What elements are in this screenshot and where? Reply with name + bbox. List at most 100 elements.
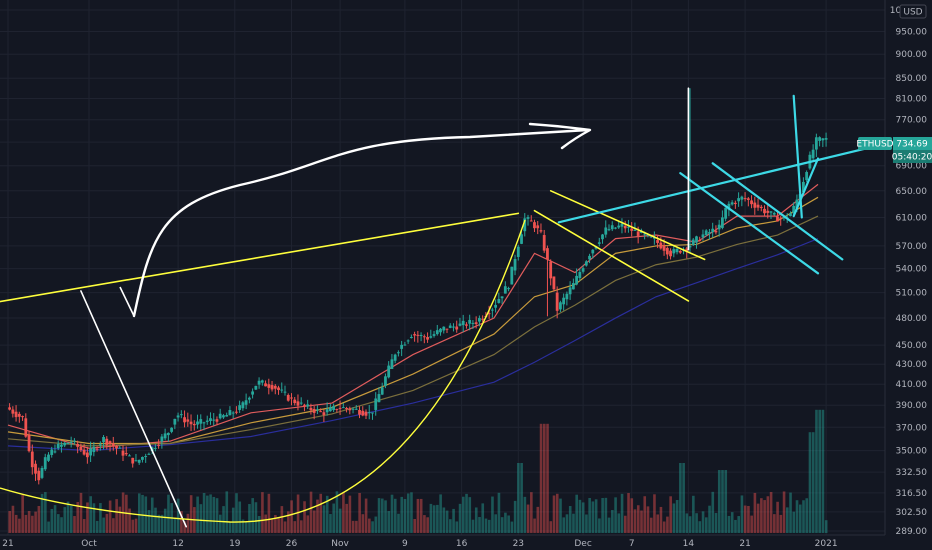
- trend-line: [679, 172, 820, 275]
- volume-bar: [309, 491, 313, 533]
- volume-bar: [740, 495, 744, 533]
- volume-bar: [325, 495, 329, 533]
- volume-bar: [219, 514, 222, 533]
- volume-bar: [591, 501, 595, 533]
- volume-bar: [99, 503, 102, 533]
- candle-body: [461, 320, 465, 326]
- candle-body: [759, 206, 763, 208]
- price-tick-label: 390.00: [896, 401, 928, 411]
- time-axis[interactable]: 21 Oct 12 19 26 Nov 9 16 23 Dec 7 14 21 2021: [0, 534, 885, 550]
- volume-bar: [228, 521, 232, 533]
- grid-lines: [0, 0, 885, 535]
- volume-bar: [455, 521, 459, 533]
- volume-bar: [24, 514, 28, 533]
- time-tick-label: Oct: [81, 539, 97, 549]
- volume-bar: [44, 492, 47, 533]
- candle-body: [309, 407, 313, 411]
- candle-body: [743, 198, 747, 200]
- volume-bar: [47, 521, 50, 533]
- volume-bar: [782, 491, 786, 533]
- candle-body: [620, 223, 624, 227]
- volume-bar: [692, 495, 695, 533]
- volume-bar: [656, 514, 659, 533]
- candle-body: [196, 421, 199, 425]
- volume-bar: [585, 514, 588, 533]
- volume-bar: [760, 498, 763, 533]
- volume-bar: [730, 512, 734, 533]
- volume-bar: [63, 507, 67, 533]
- white-arrow-head: [528, 122, 592, 150]
- volume-bar: [40, 493, 44, 533]
- candle-body: [500, 296, 504, 299]
- volume-bar: [763, 500, 766, 533]
- candle-body: [630, 228, 634, 231]
- volume-bar: [588, 497, 591, 533]
- candle-body: [76, 443, 80, 447]
- candle-body: [40, 467, 44, 478]
- volume-bar: [598, 518, 601, 533]
- volume-bar: [377, 498, 381, 533]
- volume-bar: [108, 500, 112, 533]
- currency-box[interactable]: [899, 4, 927, 19]
- currency-selector[interactable]: USD: [899, 4, 927, 19]
- volume-bar: [419, 498, 423, 533]
- volume-bar: [669, 496, 672, 533]
- volume-bar: [66, 501, 70, 533]
- volume-bar: [607, 517, 611, 533]
- volume-bar: [549, 521, 553, 533]
- price-tick-label: 610.00: [896, 213, 928, 223]
- candle-body: [11, 409, 15, 414]
- volume-bar: [60, 517, 63, 533]
- volume-bar: [449, 519, 452, 533]
- volume-bar: [517, 463, 520, 533]
- candle-body: [432, 334, 436, 336]
- candle-body: [21, 416, 24, 418]
- candle-body: [176, 415, 180, 418]
- candle-body: [733, 202, 737, 204]
- volume-bar: [526, 504, 530, 533]
- candle-body: [429, 336, 433, 338]
- volume-bar: [358, 492, 361, 533]
- volume-bar: [86, 502, 89, 533]
- price-tick-label: 540.00: [896, 265, 928, 275]
- volume-bar: [675, 499, 679, 533]
- volume-bar: [34, 511, 37, 533]
- volume-bar: [53, 505, 57, 533]
- candle-body: [474, 322, 478, 325]
- volume-bar: [335, 491, 339, 533]
- candle-body: [442, 326, 446, 331]
- volume-bar: [329, 514, 332, 533]
- candle-body: [607, 229, 611, 231]
- candle-body: [413, 334, 416, 336]
- volume-bar: [620, 493, 624, 533]
- price-tick-label: 570.00: [896, 242, 928, 252]
- candle-body: [818, 137, 821, 141]
- volume-bar: [384, 500, 387, 533]
- candle-body: [636, 231, 640, 236]
- volume-bar: [478, 517, 481, 533]
- volume-bar: [695, 513, 698, 533]
- candle-body: [685, 248, 689, 252]
- volume-bar: [530, 492, 533, 533]
- candle-body: [212, 419, 216, 421]
- price-tick-label: 430.00: [896, 360, 928, 370]
- price-axis[interactable]: 289.00 302.50 316.50 332.50 350.00 370.00 390.…: [884, 0, 932, 550]
- candle-body: [351, 408, 355, 410]
- volume-bar: [821, 409, 825, 533]
- candle-body: [753, 202, 757, 208]
- candle-body: [260, 380, 264, 383]
- volume-bar: [513, 500, 517, 533]
- volume-bar: [290, 500, 293, 533]
- volume-bar: [643, 496, 647, 533]
- volume-bar: [724, 470, 728, 533]
- candle-body: [312, 408, 316, 413]
- candle-body: [14, 411, 18, 418]
- price-tick-label: 850.00: [896, 74, 928, 84]
- candle-body: [89, 448, 92, 456]
- time-tick-label: 7: [629, 539, 635, 549]
- candle-body: [584, 261, 588, 266]
- candle-body: [591, 249, 595, 254]
- candle-body: [756, 204, 760, 208]
- candle-body: [338, 407, 342, 409]
